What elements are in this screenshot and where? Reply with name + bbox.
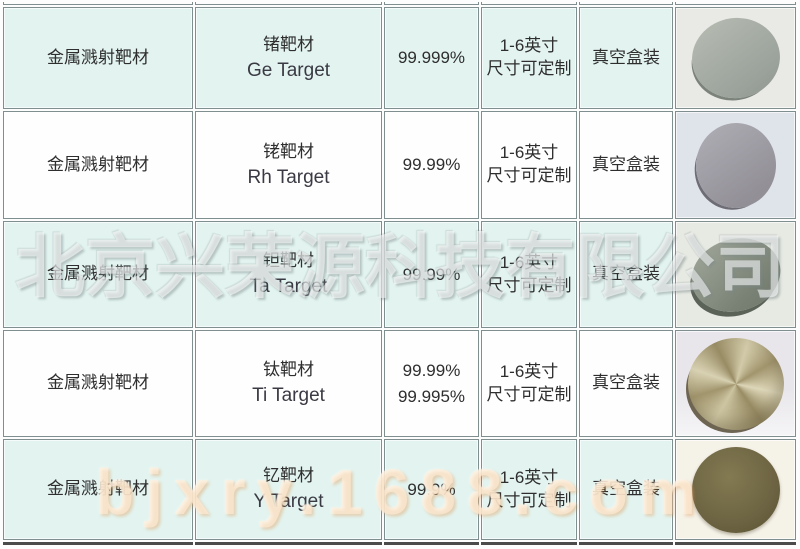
size-line-2: 尺寸可定制 bbox=[486, 384, 572, 404]
cell-product-name: 钛靶材 Ti Target bbox=[195, 330, 382, 437]
table-row-cutoff-rule bbox=[195, 542, 382, 545]
purity-value-2: 99.995% bbox=[397, 386, 466, 406]
table-row-cutoff-cell bbox=[579, 2, 673, 5]
size-line-2: 尺寸可定制 bbox=[486, 490, 572, 510]
cell-product-name: 钇靶材 Y Target bbox=[195, 439, 382, 540]
cell-product-name: 锗靶材 Ge Target bbox=[195, 7, 382, 109]
cell-size: 1-6英寸 尺寸可定制 bbox=[481, 7, 577, 109]
purity-value: 99.999% bbox=[397, 48, 466, 68]
product-name-cn: 铑靶材 bbox=[263, 141, 314, 161]
purity-value: 99.99% bbox=[402, 361, 461, 380]
cell-packaging: 真空盒装 bbox=[579, 111, 673, 219]
purity-value: 99.99% bbox=[402, 264, 461, 284]
size-line-1: 1-6英寸 bbox=[499, 36, 559, 56]
rh-target-disc-photo bbox=[692, 119, 779, 211]
table-row-cutoff-rule bbox=[481, 542, 577, 545]
cell-category: 金属溅射靶材 bbox=[3, 439, 193, 540]
size-line-1: 1-6英寸 bbox=[499, 252, 559, 272]
product-name-cn: 钇靶材 bbox=[263, 466, 314, 486]
cell-category: 金属溅射靶材 bbox=[3, 111, 193, 219]
product-name-en: Rh Target bbox=[247, 166, 330, 188]
category-label: 金属溅射靶材 bbox=[47, 154, 149, 174]
cell-photo bbox=[675, 439, 796, 540]
packaging-label: 真空盒装 bbox=[592, 479, 660, 499]
size-line-1: 1-6英寸 bbox=[499, 143, 559, 163]
cell-category: 金属溅射靶材 bbox=[3, 7, 193, 109]
cell-size: 1-6英寸 尺寸可定制 bbox=[481, 330, 577, 437]
table-row-cutoff-cell bbox=[675, 2, 796, 5]
ge-target-disc-photo bbox=[686, 12, 785, 104]
category-label: 金属溅射靶材 bbox=[47, 47, 149, 67]
size-line-2: 尺寸可定制 bbox=[486, 275, 572, 295]
table-row-cutoff-cell bbox=[195, 2, 382, 5]
product-name-en: Y Target bbox=[253, 491, 324, 512]
packaging-label: 真空盒装 bbox=[592, 373, 660, 393]
packaging-label: 真空盒装 bbox=[592, 264, 660, 284]
cell-category: 金属溅射靶材 bbox=[3, 330, 193, 437]
ta-target-disc-photo bbox=[682, 227, 789, 322]
product-name-en: Ge Target bbox=[246, 59, 331, 81]
cell-purity: 99.99% bbox=[384, 221, 479, 328]
product-name-en: Ti Target bbox=[252, 385, 325, 406]
purity-value: 99.9% bbox=[407, 479, 456, 499]
cell-category: 金属溅射靶材 bbox=[3, 221, 193, 328]
purity-value: 99.99% bbox=[402, 155, 461, 175]
size-line-1: 1-6英寸 bbox=[499, 361, 559, 381]
cell-purity: 99.9% bbox=[384, 439, 479, 540]
product-name-cn: 钛靶材 bbox=[263, 360, 314, 380]
cell-purity: 99.999% bbox=[384, 7, 479, 109]
cell-purity: 99.99% 99.995% bbox=[384, 330, 479, 437]
cell-packaging: 真空盒装 bbox=[579, 221, 673, 328]
table-row-cutoff-rule bbox=[675, 542, 796, 545]
cell-product-name: 铑靶材 Rh Target bbox=[195, 111, 382, 219]
category-label: 金属溅射靶材 bbox=[47, 373, 149, 393]
cell-packaging: 真空盒装 bbox=[579, 330, 673, 437]
cell-packaging: 真空盒装 bbox=[579, 439, 673, 540]
table-row-cutoff-cell bbox=[481, 2, 577, 5]
table-row-cutoff-rule bbox=[579, 542, 673, 545]
cell-photo bbox=[675, 7, 796, 109]
cell-product-name: 钽靶材 Ta Target bbox=[195, 221, 382, 328]
table-row-cutoff-rule bbox=[3, 542, 193, 545]
packaging-label: 真空盒装 bbox=[592, 47, 660, 67]
cell-size: 1-6英寸 尺寸可定制 bbox=[481, 111, 577, 219]
category-label: 金属溅射靶材 bbox=[47, 264, 149, 284]
size-line-1: 1-6英寸 bbox=[499, 467, 559, 487]
product-name-cn: 钽靶材 bbox=[263, 251, 314, 271]
table-row-cutoff-rule bbox=[384, 542, 479, 545]
product-name-en: Ta Target bbox=[249, 276, 328, 297]
table-row-cutoff-cell bbox=[384, 2, 479, 5]
y-target-disc-photo bbox=[691, 446, 780, 533]
cell-purity: 99.99% bbox=[384, 111, 479, 219]
table-row-cutoff-cell bbox=[3, 2, 193, 5]
cell-photo bbox=[675, 111, 796, 219]
cell-photo bbox=[675, 221, 796, 328]
cell-size: 1-6英寸 尺寸可定制 bbox=[481, 439, 577, 540]
ti-target-disc-photo bbox=[687, 337, 784, 430]
cell-packaging: 真空盒装 bbox=[579, 7, 673, 109]
product-name-cn: 锗靶材 bbox=[263, 34, 314, 54]
size-line-2: 尺寸可定制 bbox=[486, 59, 572, 78]
size-line-2: 尺寸可定制 bbox=[486, 166, 572, 185]
cell-photo bbox=[675, 330, 796, 437]
packaging-label: 真空盒装 bbox=[592, 154, 660, 174]
cell-size: 1-6英寸 尺寸可定制 bbox=[481, 221, 577, 328]
category-label: 金属溅射靶材 bbox=[47, 479, 149, 499]
